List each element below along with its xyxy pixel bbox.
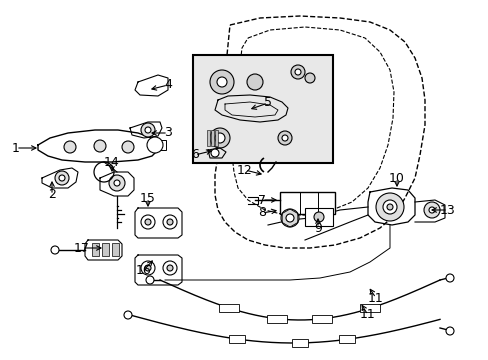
Circle shape: [141, 123, 155, 137]
Circle shape: [294, 69, 301, 75]
Circle shape: [423, 202, 439, 218]
Text: 12: 12: [237, 163, 252, 176]
Circle shape: [281, 209, 298, 227]
Text: 5: 5: [264, 96, 271, 109]
Circle shape: [445, 274, 453, 282]
Circle shape: [382, 200, 396, 214]
Circle shape: [141, 261, 155, 275]
Circle shape: [217, 77, 226, 87]
Bar: [338, 336, 354, 343]
Circle shape: [122, 141, 134, 153]
Circle shape: [163, 261, 177, 275]
Circle shape: [386, 204, 392, 210]
Circle shape: [94, 140, 106, 152]
Text: 7: 7: [258, 194, 265, 207]
Text: 3: 3: [164, 126, 172, 139]
Bar: [206, 130, 209, 146]
Bar: [229, 335, 245, 343]
Text: 8: 8: [258, 207, 265, 220]
Circle shape: [51, 246, 59, 254]
Circle shape: [167, 265, 173, 271]
Circle shape: [147, 137, 163, 153]
Bar: [102, 243, 109, 256]
Text: 11: 11: [367, 292, 383, 305]
Circle shape: [285, 214, 293, 222]
Circle shape: [145, 127, 151, 133]
Circle shape: [59, 175, 65, 181]
Text: 4: 4: [164, 78, 172, 91]
Text: 15: 15: [140, 192, 156, 204]
Text: 14: 14: [104, 157, 120, 170]
Bar: [210, 130, 214, 146]
Circle shape: [209, 128, 229, 148]
Circle shape: [64, 141, 76, 153]
Circle shape: [278, 131, 291, 145]
Circle shape: [215, 133, 224, 143]
Circle shape: [246, 74, 263, 90]
Circle shape: [145, 219, 151, 225]
Text: 6: 6: [191, 148, 199, 162]
Circle shape: [445, 327, 453, 335]
Circle shape: [146, 276, 154, 284]
Circle shape: [55, 171, 69, 185]
Text: 2: 2: [48, 189, 56, 202]
Bar: [219, 304, 239, 312]
Circle shape: [167, 219, 173, 225]
Bar: [305, 208, 332, 226]
Circle shape: [210, 149, 219, 157]
Bar: [215, 130, 218, 146]
Text: 11: 11: [359, 309, 375, 321]
Bar: [311, 315, 331, 323]
Bar: [150, 140, 165, 150]
Bar: [112, 243, 119, 256]
Circle shape: [141, 215, 155, 229]
Circle shape: [124, 311, 132, 319]
Circle shape: [163, 215, 177, 229]
Text: 10: 10: [388, 171, 404, 184]
Text: 16: 16: [136, 264, 152, 276]
Bar: [291, 339, 307, 347]
Circle shape: [114, 180, 120, 186]
Circle shape: [305, 73, 314, 83]
Bar: [280, 192, 334, 214]
Text: 9: 9: [313, 221, 321, 234]
Text: 17: 17: [74, 242, 90, 255]
Circle shape: [209, 70, 234, 94]
Circle shape: [428, 207, 434, 213]
Circle shape: [282, 135, 287, 141]
Text: 1: 1: [12, 141, 20, 154]
Circle shape: [290, 65, 305, 79]
Bar: [193, 55, 332, 163]
Circle shape: [109, 175, 125, 191]
Bar: [359, 305, 379, 312]
Bar: [92, 243, 99, 256]
Bar: [266, 315, 286, 323]
Circle shape: [145, 265, 151, 271]
Text: 13: 13: [439, 203, 455, 216]
Circle shape: [375, 193, 403, 221]
Circle shape: [313, 212, 324, 222]
